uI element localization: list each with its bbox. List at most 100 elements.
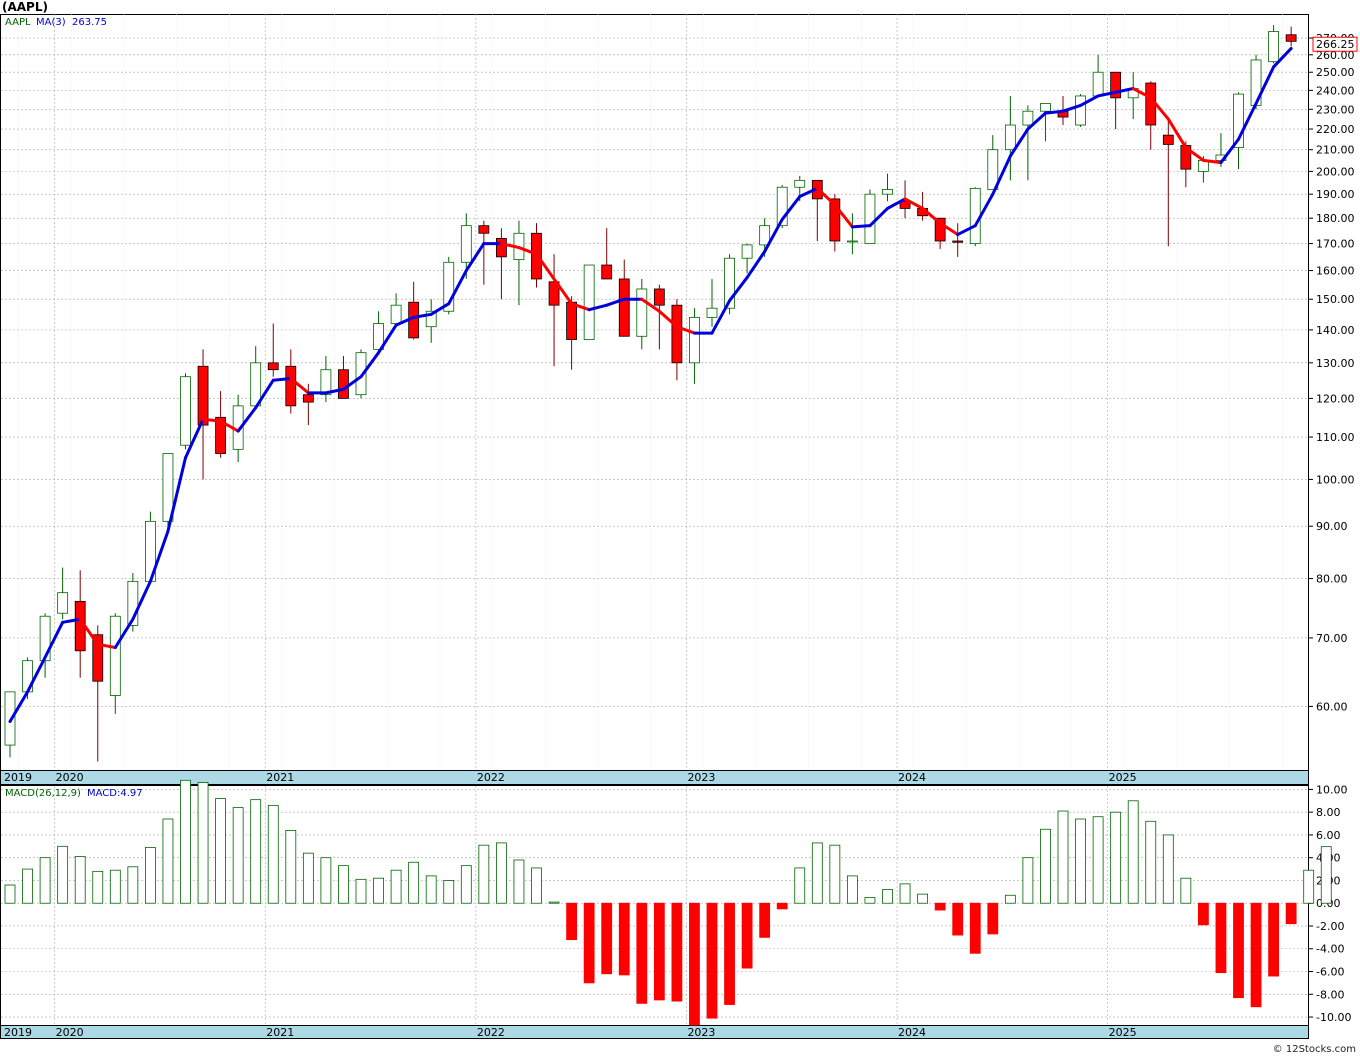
candle-body — [320, 369, 332, 396]
candle — [952, 223, 964, 257]
candle — [724, 254, 735, 315]
candle — [215, 391, 227, 458]
ma-segment — [1149, 96, 1170, 121]
ma-segment — [938, 221, 960, 237]
candle — [583, 264, 595, 340]
ma-segment — [728, 276, 749, 303]
ma-segment — [289, 376, 310, 395]
ma-segment — [1043, 109, 1065, 115]
ma-segment — [956, 224, 977, 237]
ma-segment — [341, 375, 363, 391]
macd-bar — [706, 902, 718, 1019]
macd-legend-value: MACD:4.97 — [87, 788, 143, 799]
macd-bar — [180, 779, 191, 904]
macd-tick-label: -2.00 — [1316, 920, 1344, 933]
price-tick-label: 250.00 — [1316, 66, 1355, 79]
ma-segment — [886, 197, 907, 210]
candle-body — [1110, 71, 1122, 99]
ma-segment — [61, 617, 82, 624]
candle-body — [443, 261, 455, 312]
macd-bar — [811, 842, 823, 904]
macd-bar — [1022, 857, 1034, 904]
macd-bar — [373, 877, 384, 904]
price-tick-label: 80.00 — [1316, 573, 1348, 586]
price-legend-ma-value: 263.75 — [72, 17, 107, 28]
macd-bar — [847, 875, 858, 904]
ma-segment — [429, 302, 451, 316]
macd-year-band — [1, 1025, 1308, 1038]
macd-tick-label: 8.00 — [1316, 806, 1341, 819]
price-year-label: 2023 — [687, 771, 715, 784]
candle — [267, 323, 279, 377]
price-tick-label: 100.00 — [1316, 473, 1355, 486]
candle-body — [162, 453, 174, 522]
candle-body — [776, 186, 788, 227]
macd-bar — [127, 866, 139, 904]
candle-body — [39, 615, 51, 662]
ma-segment — [377, 323, 398, 355]
ma-segment — [412, 312, 433, 319]
macd-bar — [899, 883, 911, 904]
ma-segment — [675, 325, 696, 335]
price-year-band — [1, 770, 1308, 784]
macd-year-label: 2022 — [477, 1026, 505, 1039]
macd-bar — [495, 842, 507, 904]
candle — [390, 293, 402, 327]
macd-axis: 10.008.006.004.002.000.00-2.00-4.00-6.00… — [1308, 783, 1351, 1024]
ma-segment — [394, 315, 416, 327]
price-year-label: 2019 — [4, 771, 32, 784]
candle-body — [671, 304, 683, 364]
candle-body — [1040, 103, 1051, 112]
ma-segment — [219, 419, 240, 433]
price-tick-label: 130.00 — [1316, 357, 1355, 370]
candle — [109, 613, 121, 714]
candle-body — [583, 264, 595, 340]
macd-bar — [1285, 902, 1297, 925]
candle — [1162, 117, 1174, 247]
macd-bar — [829, 844, 841, 904]
ma-segment — [236, 406, 258, 433]
macd-year-label: 2024 — [898, 1026, 926, 1039]
candle — [653, 284, 665, 350]
ma-segment — [1079, 94, 1100, 107]
candle-body — [180, 376, 191, 446]
ma-segment — [254, 378, 275, 410]
macd-bar — [636, 902, 648, 1004]
candle — [1004, 95, 1016, 181]
macd-bar — [144, 847, 156, 904]
candle-body — [847, 240, 858, 243]
candle — [636, 278, 648, 350]
macd-bar — [162, 818, 174, 904]
price-legend-symbol: AAPL — [5, 17, 31, 28]
candle-body — [724, 257, 735, 309]
ma-segment — [921, 206, 942, 225]
candle — [1040, 103, 1051, 142]
candle — [882, 173, 893, 202]
candle-body — [1162, 134, 1174, 145]
candle — [864, 189, 876, 245]
candle-body — [495, 238, 507, 258]
macd-bar — [934, 902, 946, 911]
ma-segment — [815, 186, 837, 207]
candle — [197, 349, 209, 480]
ma-segment — [78, 617, 100, 646]
candle-body — [1004, 124, 1016, 151]
price-tick-label: 70.00 — [1316, 632, 1348, 645]
ma-segment — [850, 224, 872, 229]
macd-bar — [1303, 869, 1315, 904]
macd-bar — [1320, 846, 1332, 904]
ma-segment — [184, 417, 205, 460]
macd-bar — [39, 857, 51, 904]
price-tick-label: 160.00 — [1316, 265, 1355, 278]
macd-bar — [408, 861, 420, 904]
ma-segment — [1114, 87, 1135, 94]
price-tick-label: 260.00 — [1316, 49, 1355, 62]
ma-segment — [745, 250, 767, 280]
candle — [706, 278, 718, 327]
ma-segment — [131, 579, 152, 621]
macd-bar — [1145, 820, 1157, 904]
candle-body — [1092, 71, 1104, 97]
macd-bar — [285, 829, 297, 904]
macd-bar — [92, 870, 104, 904]
